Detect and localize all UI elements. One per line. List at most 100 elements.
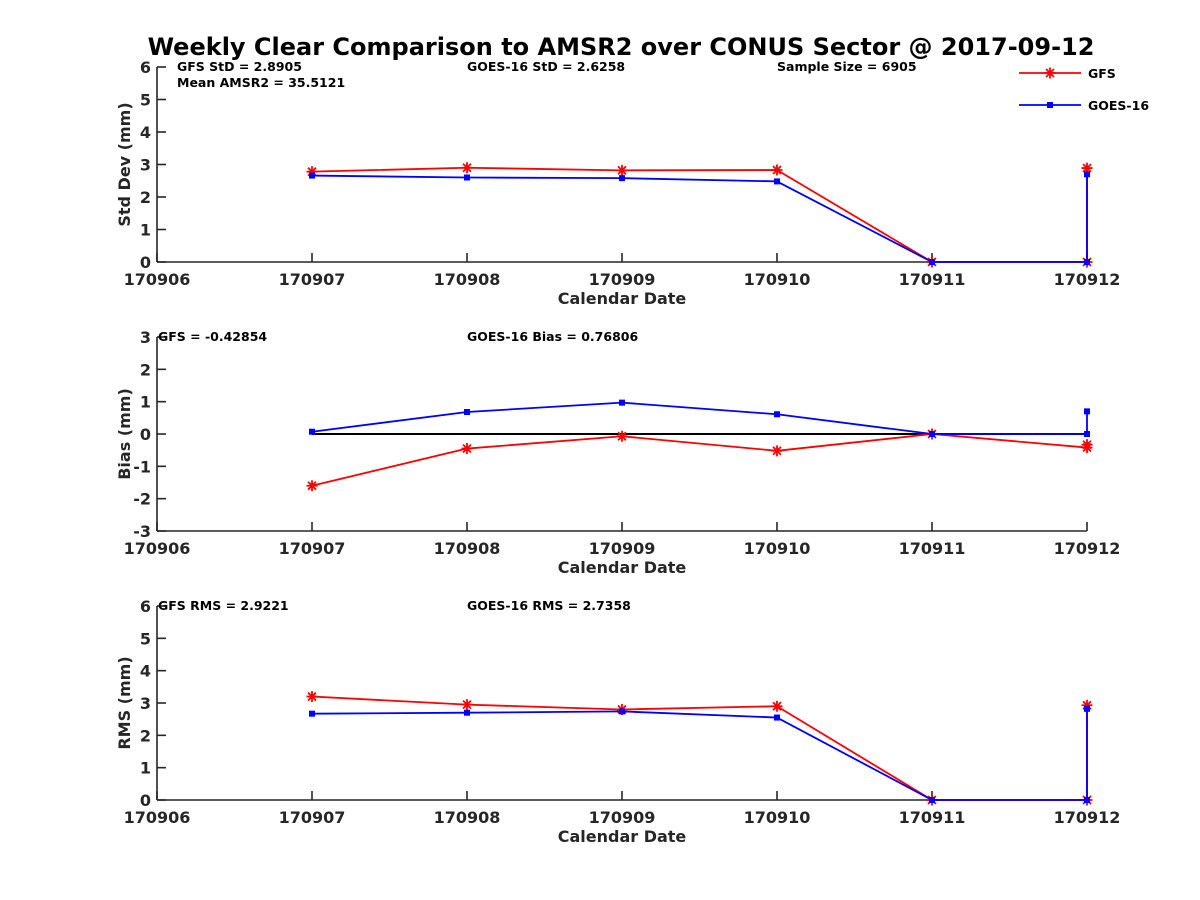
chart-panel-3: 0 1 2 3 4 5 6 170906 170907 170908 170909 170910 170…: [115, 597, 1120, 846]
y-tick-label: -3: [133, 522, 151, 541]
stat-annotation: GOES-16 RMS = 2.7358: [467, 598, 631, 613]
x-tick-label: 170911: [899, 270, 966, 289]
x-tick-label: 170909: [589, 270, 656, 289]
x-tick-label: 170906: [124, 270, 191, 289]
y-tick-label: -2: [133, 490, 151, 509]
y-tick-label: 6: [140, 597, 151, 616]
gfs-data-point: [461, 162, 473, 174]
gfs-data-point: [1081, 699, 1093, 711]
goes16-data-point: [774, 714, 780, 721]
x-tick-label: 170909: [589, 808, 656, 827]
goes16-data-point: [774, 411, 780, 418]
y-tick-label: 5: [140, 91, 151, 110]
x-tick-label: 170908: [434, 808, 501, 827]
x-axis-label: Calendar Date: [558, 289, 687, 308]
legend: GFS GOES-16: [1019, 66, 1149, 113]
gfs-data-point: [771, 700, 783, 712]
x-tick-label: 170911: [899, 808, 966, 827]
gfs-data-point: [306, 480, 318, 492]
gfs-data-point: [771, 445, 783, 457]
y-tick-label: 5: [140, 629, 151, 648]
x-tick-label: 170907: [279, 270, 346, 289]
goes16-data-point: [1084, 171, 1090, 178]
x-tick-label: 170910: [744, 808, 811, 827]
y-tick-label: 1: [140, 221, 151, 240]
goes16-data-point: [619, 175, 625, 182]
x-tick-label: 170907: [279, 808, 346, 827]
x-tick-label: 170907: [279, 539, 346, 558]
figure-title: Weekly Clear Comparison to AMSR2 over CO…: [148, 33, 1095, 61]
x-tick-label: 170910: [744, 270, 811, 289]
goes16-data-point: [929, 259, 935, 265]
y-tick-label: 0: [140, 425, 151, 444]
gfs-data-point: [616, 164, 628, 176]
goes16-data-point: [464, 409, 470, 416]
y-tick-label: 4: [140, 662, 151, 681]
gfs-data-point: [461, 443, 473, 455]
y-tick-label: 3: [140, 328, 151, 347]
goes16-data-point: [619, 708, 625, 715]
goes16-data-point: [464, 174, 470, 181]
chart-panel-1: 0 1 2 3 4 5 6 170906 170907 170908 170909 170910 170…: [115, 58, 1120, 308]
y-tick-label: 0: [140, 791, 151, 810]
goes16-data-point: [929, 797, 935, 803]
x-tick-label: 170910: [744, 539, 811, 558]
x-tick-label: 170908: [434, 270, 501, 289]
x-tick-label: 170906: [124, 539, 191, 558]
gfs-data-point: [616, 430, 628, 442]
goes16-data-point: [309, 428, 315, 435]
y-tick-label: -1: [133, 457, 151, 476]
y-tick-label: 4: [140, 123, 151, 142]
x-tick-label: 170906: [124, 808, 191, 827]
goes16-data-point: [929, 431, 935, 437]
x-tick-label: 170911: [899, 539, 966, 558]
y-tick-label: 2: [140, 360, 151, 379]
y-tick-label: 2: [140, 726, 151, 745]
legend-goes16-label: GOES-16: [1088, 98, 1149, 113]
goes16-data-point: [1084, 431, 1090, 437]
y-tick-label: 3: [140, 156, 151, 175]
stat-annotation: Mean AMSR2 = 35.5121: [177, 75, 345, 90]
stat-annotation: GFS StD = 2.8905: [177, 59, 302, 74]
gfs-data-point: [1081, 162, 1093, 174]
x-tick-label: 170908: [434, 539, 501, 558]
legend-goes16-marker: [1047, 102, 1053, 108]
y-tick-label: 2: [140, 188, 151, 207]
stat-annotation: GOES-16 Bias = 0.76806: [467, 329, 638, 344]
goes16-data-point: [309, 710, 315, 717]
gfs-data-point: [461, 699, 473, 711]
x-tick-label: 170912: [1054, 539, 1121, 558]
chart-panel-2: -3 -2 -1 0 1 2 3 170906 170907 170908 170909 170910…: [115, 328, 1120, 577]
stat-annotation: GFS = -0.42854: [158, 329, 267, 344]
goes16-data-point: [1084, 797, 1090, 803]
y-tick-label: 6: [140, 58, 151, 77]
y-tick-label: 1: [140, 393, 151, 412]
x-axis-label: Calendar Date: [558, 827, 687, 846]
goes16-data-point: [464, 709, 470, 716]
stat-annotation: Sample Size = 6905: [777, 59, 917, 74]
goes16-data-point: [619, 399, 625, 406]
gfs-data-point: [306, 166, 318, 178]
legend-gfs-label: GFS: [1088, 66, 1116, 81]
gfs-data-point: [306, 691, 318, 703]
goes16-data-point: [309, 172, 315, 179]
goes16-data-point: [1084, 705, 1090, 712]
y-axis-label: Bias (mm): [115, 388, 134, 480]
goes16-data-point: [1084, 408, 1090, 415]
gfs-data-point: [1081, 439, 1093, 451]
goes16-data-point: [774, 178, 780, 185]
stat-annotation: GOES-16 StD = 2.6258: [467, 59, 625, 74]
goes16-data-point: [1084, 259, 1090, 265]
x-axis-label: Calendar Date: [558, 558, 687, 577]
x-tick-label: 170912: [1054, 808, 1121, 827]
y-tick-label: 3: [140, 694, 151, 713]
x-tick-label: 170909: [589, 539, 656, 558]
y-tick-label: 1: [140, 759, 151, 778]
y-tick-label: 0: [140, 253, 151, 272]
legend-gfs-marker: [1044, 67, 1056, 79]
y-axis-label: Std Dev (mm): [115, 102, 134, 226]
x-tick-label: 170912: [1054, 270, 1121, 289]
y-axis-label: RMS (mm): [115, 656, 134, 749]
stat-annotation: GFS RMS = 2.9221: [158, 598, 289, 613]
